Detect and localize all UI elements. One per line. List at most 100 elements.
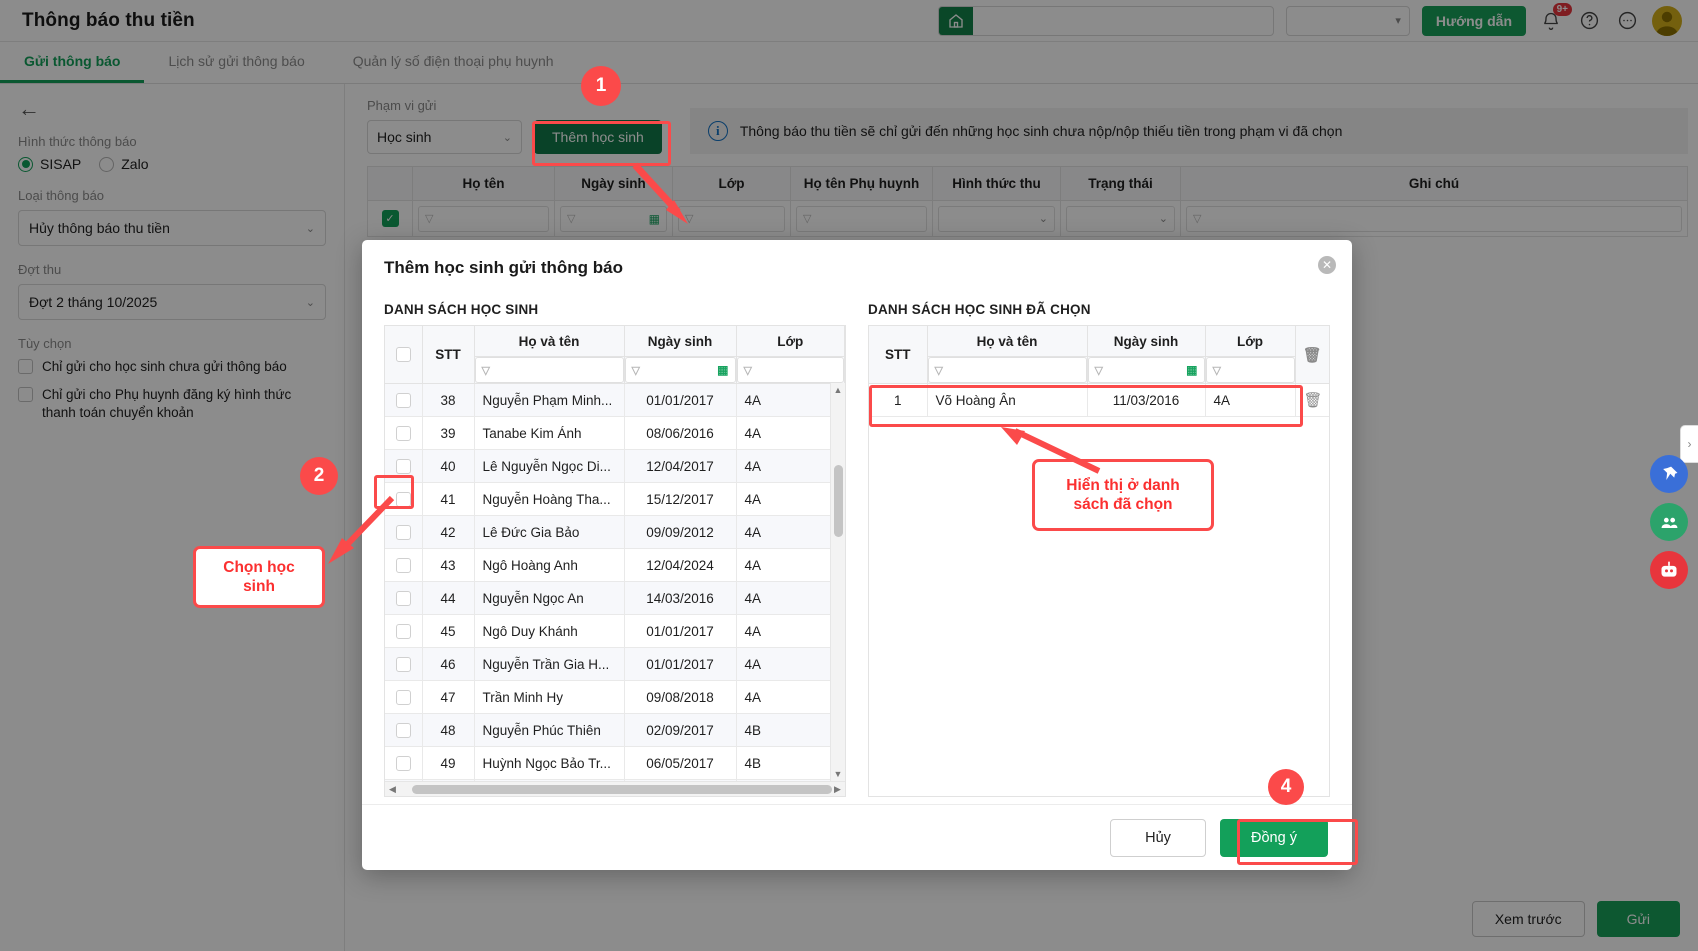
school-selector[interactable] [937, 5, 1274, 36]
filter-phu-huynh[interactable]: ▽ [790, 200, 933, 237]
table-row[interactable]: 44 Nguyễn Ngọc An 14/03/2016 4A [385, 581, 845, 615]
scroll-up-icon[interactable]: ▲ [833, 385, 843, 395]
filter-hinh-thuc-thu[interactable]: ⌄ [932, 200, 1061, 237]
option-chuyen-khoan[interactable]: Chỉ gửi cho Phụ huynh đăng ký hình thức … [18, 386, 326, 422]
student-filter-dob[interactable]: ▽ ▦ [624, 356, 737, 384]
notify-type-select[interactable]: Hủy thông báo thu tiền ⌄ [18, 210, 326, 246]
table-row[interactable]: 42 Lê Đức Gia Bảo 09/09/2012 4A [385, 515, 845, 549]
filter-trang-thai[interactable]: ⌄ [1060, 200, 1181, 237]
tab-lich-su-gui-thong-bao[interactable]: Lịch sử gửi thông báo [168, 53, 305, 69]
table-row[interactable]: 38 Nguyễn Phạm Minh... 01/01/2017 4A [385, 383, 845, 417]
table-row[interactable]: 45 Ngô Duy Khánh 01/01/2017 4A [385, 614, 845, 648]
scrollbar-track[interactable] [400, 784, 832, 794]
selected-filter-lop[interactable]: ▽ [1205, 356, 1296, 384]
row-checkbox-cell[interactable] [385, 383, 423, 417]
row-checkbox-icon[interactable] [395, 557, 411, 573]
select-all-checkbox-icon[interactable] [395, 347, 411, 362]
table-row[interactable]: 47 Trần Minh Hy 09/08/2018 4A [385, 680, 845, 714]
delete-all-header[interactable]: 🗑 [1295, 326, 1329, 384]
row-checkbox-icon[interactable] [395, 425, 411, 441]
row-checkbox-cell[interactable] [385, 515, 423, 549]
calendar-icon[interactable]: ▦ [717, 363, 729, 377]
row-checkbox-cell[interactable] [385, 416, 423, 450]
table-row[interactable]: 39 Tanabe Kim Ánh 08/06/2016 4A [385, 416, 845, 450]
help-icon[interactable] [1576, 8, 1602, 34]
row-checkbox-icon[interactable] [395, 392, 411, 408]
row-checkbox-icon[interactable] [395, 623, 411, 639]
selected-header-name-label: Họ và tên [976, 333, 1038, 349]
selected-filter-dob[interactable]: ▽ ▦ [1087, 356, 1206, 384]
student-list-horizontal-scrollbar[interactable]: ◀ ▶ [385, 781, 845, 796]
school-year-selector[interactable]: ▾ [1285, 5, 1410, 36]
radio-zalo[interactable]: Zalo [99, 156, 148, 172]
row-dob: 08/06/2016 [624, 416, 737, 450]
trash-icon[interactable]: 🗑 [1303, 392, 1323, 409]
table-row[interactable]: 46 Nguyễn Trần Gia H... 01/01/2017 4A [385, 647, 845, 681]
table-row[interactable]: 41 Nguyễn Hoàng Tha... 15/12/2017 4A [385, 482, 845, 516]
bell-icon[interactable]: 9+ [1538, 2, 1572, 34]
selected-filter-name[interactable]: ▽ [927, 356, 1088, 384]
table-row[interactable]: 43 Ngô Hoàng Anh 12/04/2024 4A [385, 548, 845, 582]
options-label: Tùy chọn [18, 336, 72, 351]
guide-button[interactable]: Hướng dẫn [1421, 5, 1526, 36]
row-checkbox-cell[interactable] [385, 713, 423, 747]
option-chua-gui-thong-bao[interactable]: Chỉ gửi cho học sinh chưa gửi thông báo [18, 358, 326, 376]
row-checkbox-icon[interactable] [395, 524, 411, 540]
annotation-arrow-3 [1001, 427, 1101, 474]
chatbot-icon[interactable] [1650, 551, 1688, 589]
avatar[interactable] [1652, 5, 1682, 36]
student-filter-lop[interactable]: ▽ [736, 356, 845, 384]
row-checkbox-cell[interactable] [385, 614, 423, 648]
scrollbar-thumb[interactable] [412, 784, 832, 794]
row-checkbox-cell[interactable] [385, 680, 423, 714]
cancel-button[interactable]: Hủy [1110, 818, 1206, 857]
selected-student-panel: DANH SÁCH HỌC SINH ĐÃ CHỌN STT Họ và tên [868, 302, 1330, 797]
notify-type-label: Loại thông báo [18, 188, 105, 203]
row-name: Võ Hoàng Ân [927, 383, 1088, 417]
student-header-lop-label: Lớp [777, 333, 804, 349]
table-row[interactable]: 1 Võ Hoàng Ân 11/03/2016 4A 🗑 [869, 383, 1329, 417]
row-checkbox-cell[interactable] [385, 581, 423, 615]
student-header-stt: STT [422, 326, 475, 384]
student-list-vertical-scrollbar[interactable]: ▲ ▼ [830, 383, 845, 781]
row-checkbox-cell[interactable] [385, 548, 423, 582]
back-arrow-icon[interactable]: ← [18, 96, 40, 121]
preview-button[interactable]: Xem trước [1471, 901, 1585, 937]
table-row[interactable]: 40 Lê Nguyễn Ngọc Di... 12/04/2017 4A [385, 449, 845, 483]
scope-select[interactable]: Học sinh ⌄ [367, 120, 522, 154]
more-icon[interactable] [1614, 8, 1640, 34]
annotation-arrow-1 [632, 162, 688, 224]
scroll-right-icon[interactable]: ▶ [834, 783, 841, 794]
scroll-down-icon[interactable]: ▼ [833, 769, 843, 779]
rail-toggle[interactable]: › [1680, 425, 1698, 463]
table-row[interactable]: 49 Huỳnh Ngọc Bảo Tr... 06/05/2017 4B [385, 746, 845, 780]
select-all-cell[interactable]: ✓ [367, 200, 413, 237]
row-checkbox-icon[interactable] [395, 689, 411, 705]
send-button[interactable]: Gửi [1596, 901, 1680, 937]
row-checkbox-cell[interactable] [385, 647, 423, 681]
filter-icon: ▽ [1094, 364, 1103, 377]
row-checkbox-icon[interactable] [395, 755, 411, 771]
row-checkbox-icon[interactable] [395, 656, 411, 672]
pin-icon[interactable] [1650, 455, 1688, 493]
scroll-left-icon[interactable]: ◀ [389, 783, 396, 794]
row-checkbox-icon[interactable] [395, 722, 411, 738]
tab-quan-ly-so-dien-thoai[interactable]: Quản lý số điện thoại phụ huynh [352, 53, 554, 69]
close-icon[interactable]: ✕ [1318, 256, 1336, 274]
student-filter-name[interactable]: ▽ [474, 356, 625, 384]
table-row[interactable]: 48 Nguyễn Phúc Thiên 02/09/2017 4B [385, 713, 845, 747]
period-select[interactable]: Đợt 2 tháng 10/2025 ⌄ [18, 284, 326, 320]
student-select-all-header[interactable] [385, 326, 423, 384]
community-icon[interactable] [1650, 503, 1688, 541]
row-checkbox-icon[interactable] [395, 590, 411, 606]
radio-sisap[interactable]: SISAP [18, 156, 81, 172]
select-all-checkbox-icon[interactable]: ✓ [381, 210, 399, 227]
calendar-icon[interactable]: ▦ [1186, 363, 1198, 377]
scrollbar-thumb[interactable] [834, 465, 843, 537]
row-checkbox-cell[interactable] [385, 746, 423, 780]
filter-ho-ten[interactable]: ▽ [412, 200, 555, 237]
trash-icon[interactable]: 🗑 [1302, 346, 1322, 364]
filter-ghi-chu[interactable]: ▽ [1180, 200, 1688, 237]
row-checkbox-icon[interactable] [395, 458, 411, 474]
tab-gui-thong-bao[interactable]: Gửi thông báo [0, 42, 145, 83]
